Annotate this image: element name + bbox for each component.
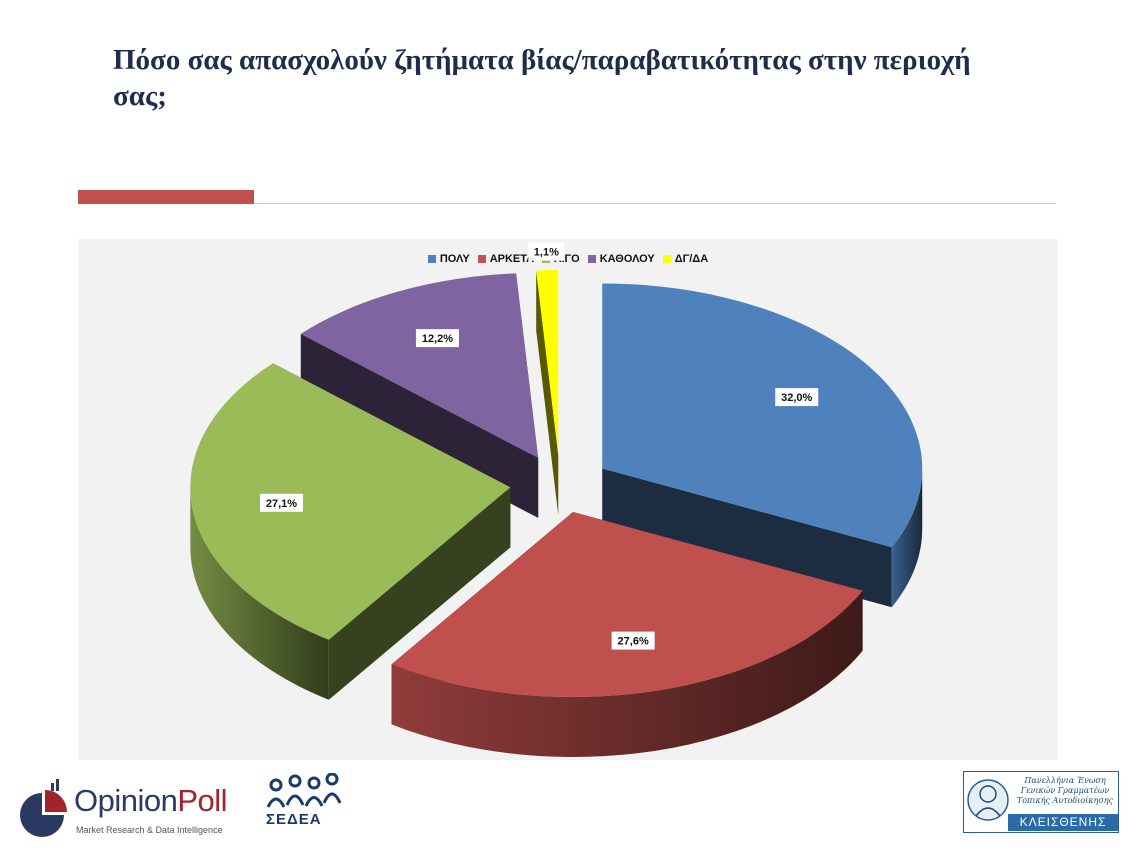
chart-legend: ΠΟΛΥ ΑΡΚΕΤΑ ΛΙΓΟ ΚΑΘΟΛΟΥ ΔΓ/ΔΑ — [78, 253, 1058, 266]
legend-label: ΠΟΛΥ — [439, 253, 470, 265]
legend-swatch — [587, 255, 596, 263]
data-label: 12,2% — [415, 329, 459, 348]
legend-item: ΑΡΚΕΤΑ — [477, 253, 535, 265]
sedea-name: ΣΕΔΕΑ — [266, 811, 322, 828]
slide-title: Πόσο σας απασχολούν ζητήματα βίας/παραβα… — [113, 44, 971, 112]
svg-text:1,1%: 1,1% — [534, 247, 559, 259]
pie-slice-4 — [536, 270, 559, 516]
opinionpoll-logo: OpinionPoll Market Research & Data Intel… — [18, 773, 228, 843]
opinionpoll-tagline: Market Research & Data Intelligence — [76, 825, 223, 835]
legend-item: ΚΑΘΟΛΟΥ — [587, 253, 655, 265]
pie-slice-0 — [602, 283, 923, 608]
chart-area: ΠΟΛΥ ΑΡΚΕΤΑ ΛΙΓΟ ΚΑΘΟΛΟΥ ΔΓ/ΔΑ 32,0% 27,6% 27,… — [78, 239, 1058, 760]
sedea-logo: ΣΕΔΕΑ — [262, 773, 344, 833]
legend-swatch — [427, 255, 436, 263]
legend-label: ΔΓ/ΔΑ — [674, 253, 709, 265]
kleisthenis-name: ΚΛΕΙΣΘΕΝΗΣ — [1008, 814, 1118, 831]
legend-swatch — [477, 255, 486, 263]
data-label: 27,1% — [259, 493, 303, 512]
title-rule-line — [254, 203, 1056, 204]
data-label: 32,0% — [775, 388, 819, 407]
footer: OpinionPoll Market Research & Data Intel… — [0, 765, 1136, 852]
pie-slice-1 — [391, 511, 863, 757]
opinionpoll-emblem-icon — [20, 779, 67, 837]
opinionpoll-name: OpinionPoll — [74, 783, 228, 818]
svg-text:27,6%: 27,6% — [618, 636, 649, 648]
pie-chart: 32,0% 27,6% 27,1% 12,2% 1,1% — [190, 242, 923, 757]
data-label: 27,6% — [611, 631, 655, 650]
svg-text:27,1%: 27,1% — [266, 498, 297, 510]
kleisthenis-bust-icon — [967, 779, 1009, 821]
kleisthenis-logo: Πανελλήνια Ένωση Γενικών Γραμματέων Τοπι… — [963, 771, 1119, 833]
svg-text:32,0%: 32,0% — [781, 392, 812, 404]
sedea-people-icon — [266, 773, 342, 808]
title-accent-bar — [78, 190, 254, 204]
data-label: 1,1% — [528, 242, 565, 261]
legend-swatch — [662, 255, 671, 263]
svg-text:12,2%: 12,2% — [422, 333, 453, 345]
legend-item: ΔΓ/ΔΑ — [662, 253, 709, 265]
legend-label: ΚΑΘΟΛΟΥ — [599, 253, 655, 265]
kleisthenis-subtitle: Πανελλήνια Ένωση Γενικών Γραμματέων Τοπι… — [1016, 776, 1114, 805]
legend-label: ΑΡΚΕΤΑ — [489, 253, 535, 265]
legend-item: ΠΟΛΥ — [427, 253, 470, 265]
pie-slice-2 — [190, 363, 511, 700]
